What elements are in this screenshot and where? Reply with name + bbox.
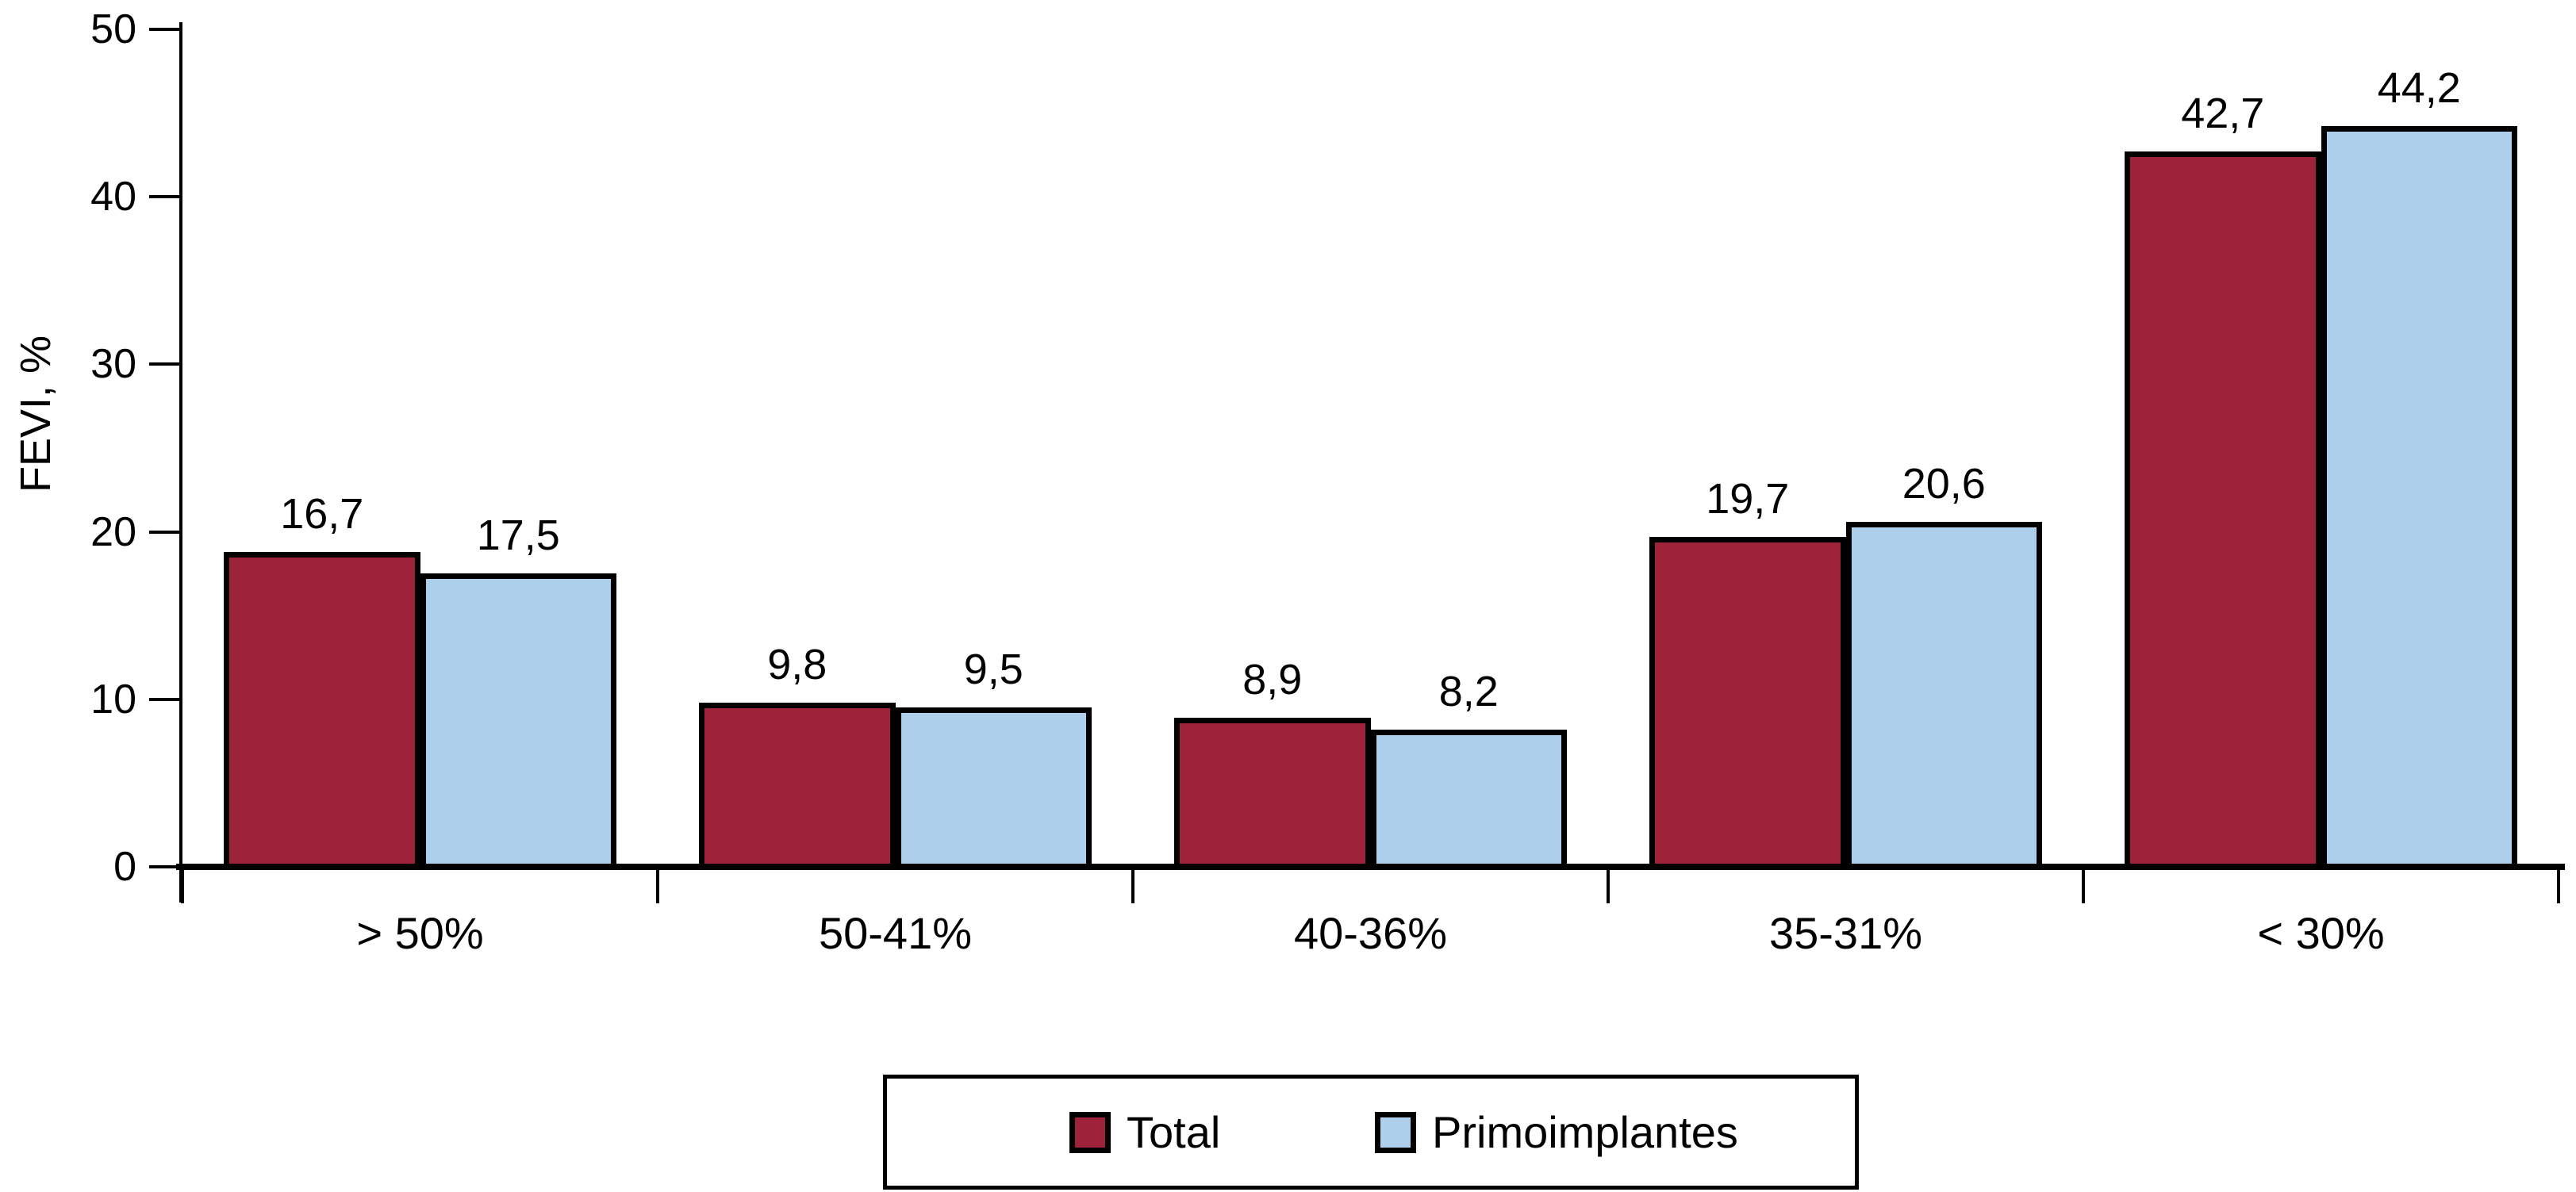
legend: Total Primoimplantes: [883, 1075, 1859, 1190]
legend-entry-primoimplantes: Primoimplantes: [1375, 1079, 1738, 1186]
y-tick-mark: [149, 28, 182, 31]
x-category-label-1: 50-41%: [818, 908, 973, 958]
x-axis-line: [176, 864, 2565, 870]
x-tick-mark: [1607, 867, 1610, 903]
x-tick-mark: [2082, 867, 2085, 903]
bar-primoimplantes-0: [420, 573, 616, 869]
y-tick-label: 30: [90, 341, 136, 388]
x-category-label-3: 35-31%: [1768, 908, 1923, 958]
y-axis-line: [179, 22, 182, 903]
x-category-label-2: 40-36%: [1293, 908, 1448, 958]
bar-total-4: [2125, 151, 2321, 869]
bar-total-2: [1174, 718, 1371, 869]
x-tick-mark: [2557, 867, 2560, 903]
y-tick-label: 50: [90, 6, 136, 52]
y-tick-label: 20: [90, 508, 136, 555]
y-tick-mark: [149, 530, 182, 534]
y-tick-mark: [149, 362, 182, 366]
bar-primoimplantes-3: [1845, 521, 2042, 869]
value-label: 8,9: [1242, 656, 1303, 704]
x-category-label-0: > 50%: [356, 908, 484, 958]
legend-entry-total: Total: [1069, 1079, 1220, 1186]
x-tick-mark: [1131, 867, 1134, 903]
x-tick-mark: [181, 867, 184, 903]
value-label: 8,2: [1438, 667, 1499, 715]
legend-swatch-total-icon: [1069, 1111, 1111, 1153]
bar-primoimplantes-4: [2321, 126, 2517, 869]
x-category-label-4: < 30%: [2257, 908, 2385, 958]
y-tick-label: 40: [90, 174, 136, 220]
legend-label-primoimplantes: Primoimplantes: [1432, 1106, 1738, 1157]
value-label: 9,8: [767, 641, 827, 689]
legend-swatch-primoimplantes-icon: [1375, 1111, 1416, 1153]
value-label: 44,2: [2377, 64, 2461, 113]
value-label: 19,7: [1706, 474, 1790, 523]
value-label: 17,5: [476, 512, 560, 560]
y-tick-label: 0: [113, 844, 136, 890]
value-label: 16,7: [280, 489, 364, 538]
bar-total-3: [1649, 536, 1846, 869]
y-tick-mark: [149, 697, 182, 701]
bar-total-0: [224, 551, 420, 869]
y-tick-label: 10: [90, 676, 136, 722]
y-tick-mark: [149, 195, 182, 199]
bar-total-1: [699, 703, 896, 869]
y-tick-mark: [149, 865, 182, 868]
value-label: 20,6: [1902, 459, 1986, 508]
bar-primoimplantes-2: [1370, 729, 1567, 869]
x-tick-mark: [656, 867, 659, 903]
value-label: 42,7: [2181, 90, 2265, 138]
legend-label-total: Total: [1127, 1106, 1221, 1157]
bar-primoimplantes-1: [895, 707, 1092, 869]
value-label: 9,5: [963, 646, 1023, 694]
